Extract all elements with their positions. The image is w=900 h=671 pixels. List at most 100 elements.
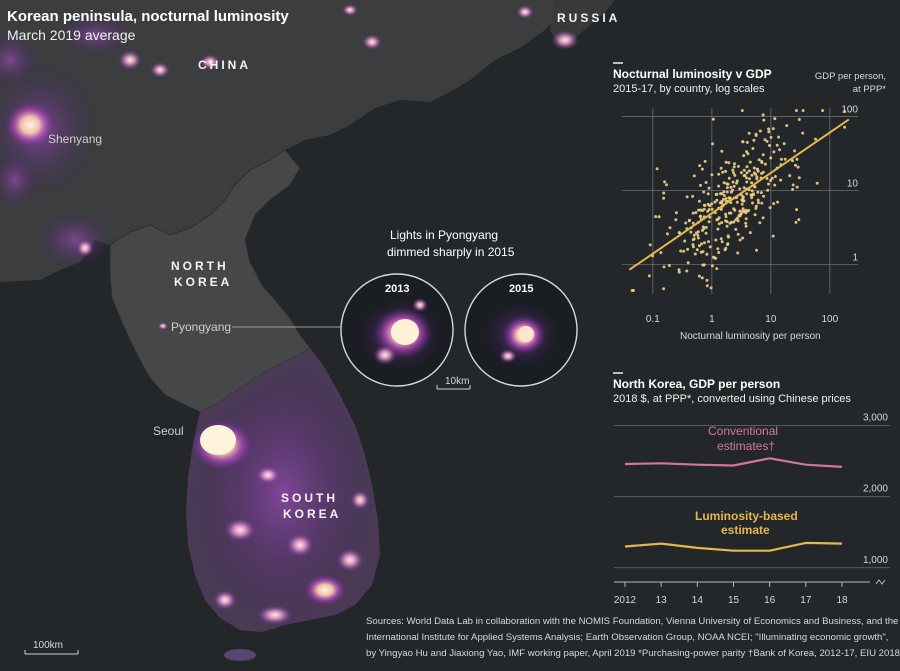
scatter-point xyxy=(843,125,847,129)
inset-year-2015: 2015 xyxy=(509,283,534,295)
scatter-point xyxy=(677,268,681,272)
scatter-point xyxy=(711,117,715,121)
scatter-point xyxy=(745,180,749,184)
scatter-point xyxy=(795,157,799,161)
scatter-point xyxy=(725,224,729,228)
scatter-point xyxy=(655,167,659,171)
scatter-point xyxy=(716,217,720,221)
scatter-point xyxy=(794,220,798,224)
line-chart-x-tick-label: 13 xyxy=(656,595,668,606)
scatter-chart-subtitle: 2015-17, by country, log scales xyxy=(613,83,765,95)
scatter-point xyxy=(748,231,752,235)
scatter-point xyxy=(740,202,744,206)
scatter-point xyxy=(733,162,736,166)
scatter-point xyxy=(714,238,718,242)
scatter-point xyxy=(793,149,797,153)
scatter-point xyxy=(726,234,730,238)
scatter-point xyxy=(726,182,730,186)
sources-line-2: International Institute for Applied Syst… xyxy=(366,632,889,643)
scatter-point xyxy=(719,192,722,196)
country-label-south-korea-line2: KOREA xyxy=(283,507,342,521)
scatter-point xyxy=(729,190,733,194)
scatter-y-axis-label-line2: at PPP* xyxy=(852,84,886,95)
scatter-point xyxy=(757,158,761,162)
scatter-point xyxy=(724,197,728,201)
scatter-point xyxy=(767,182,770,186)
scatter-point xyxy=(778,148,782,152)
scatter-point xyxy=(718,201,722,205)
scatter-point xyxy=(741,236,745,240)
scatter-point xyxy=(705,284,709,288)
scatter-point xyxy=(760,159,764,163)
scatter-point xyxy=(791,183,795,187)
scatter-point xyxy=(762,118,766,122)
scatter-point xyxy=(740,109,744,112)
scatter-point xyxy=(776,200,780,204)
scatter-point xyxy=(768,206,772,210)
lights-south-korea xyxy=(190,360,376,628)
scatter-point xyxy=(705,278,709,282)
scatter-point xyxy=(748,177,751,181)
scatter-point xyxy=(662,191,666,195)
scatter-x-tick-label: 0.1 xyxy=(646,314,660,325)
scatter-point xyxy=(843,110,847,113)
scatter-point xyxy=(691,194,695,198)
scatter-point xyxy=(751,201,754,205)
scatter-point xyxy=(702,207,706,211)
scatter-point xyxy=(707,208,711,212)
line-chart-x-tick-label: 16 xyxy=(764,595,776,606)
scatter-point xyxy=(725,190,729,194)
lights-china xyxy=(0,4,579,270)
scatter-point xyxy=(699,250,703,254)
series-label-conventional-line2: estimates† xyxy=(717,439,776,453)
scatter-point xyxy=(767,130,771,134)
scatter-point xyxy=(771,234,775,238)
scatter-point xyxy=(691,221,695,225)
scatter-point xyxy=(733,173,737,177)
scatter-point xyxy=(751,192,755,196)
scatter-point xyxy=(775,143,779,147)
scatter-point xyxy=(742,210,746,214)
scatter-point xyxy=(758,221,762,225)
country-label-north-korea-line1: NORTH xyxy=(171,259,229,273)
scatter-point xyxy=(704,181,708,184)
scatter-point xyxy=(630,289,634,292)
scatter-point xyxy=(724,160,728,164)
scatter-point xyxy=(677,270,681,274)
scatter-point xyxy=(745,176,748,180)
inset-scale-bar xyxy=(436,385,471,390)
scatter-point xyxy=(761,113,765,117)
scatter-point xyxy=(696,233,700,237)
scatter-point xyxy=(710,202,714,206)
scatter-point xyxy=(711,142,715,146)
scatter-point xyxy=(729,185,733,189)
scatter-point xyxy=(710,207,714,211)
scatter-point xyxy=(719,166,723,170)
scatter-point xyxy=(702,190,706,194)
scatter-point xyxy=(720,221,724,225)
series-label-luminosity-line1: Luminosity-based xyxy=(695,509,798,523)
scatter-point xyxy=(674,211,678,215)
scatter-point xyxy=(750,173,754,177)
scatter-point xyxy=(692,237,696,241)
scatter-point xyxy=(689,230,693,234)
scatter-point xyxy=(685,269,689,273)
scatter-chart-luminosity-vs-gdp: 0.1 1 10 100 1 10 100 xyxy=(622,104,858,325)
scatter-point xyxy=(738,187,742,191)
scatter-point xyxy=(782,142,786,146)
city-label-pyongyang: Pyongyang xyxy=(171,320,232,334)
scatter-point xyxy=(755,175,759,179)
scatter-point xyxy=(662,265,666,269)
lights-pyongyang xyxy=(158,322,168,330)
scatter-point xyxy=(814,137,817,141)
scatter-point xyxy=(747,131,751,135)
scatter-point xyxy=(717,172,721,176)
scatter-point xyxy=(720,149,724,153)
scatter-point xyxy=(761,153,765,157)
scatter-point xyxy=(700,242,703,246)
city-label-shenyang: Shenyang xyxy=(48,132,103,146)
scatter-x-tick-label: 100 xyxy=(822,314,839,325)
scatter-point xyxy=(767,127,771,131)
scatter-point xyxy=(749,193,753,197)
scatter-point xyxy=(694,211,698,215)
